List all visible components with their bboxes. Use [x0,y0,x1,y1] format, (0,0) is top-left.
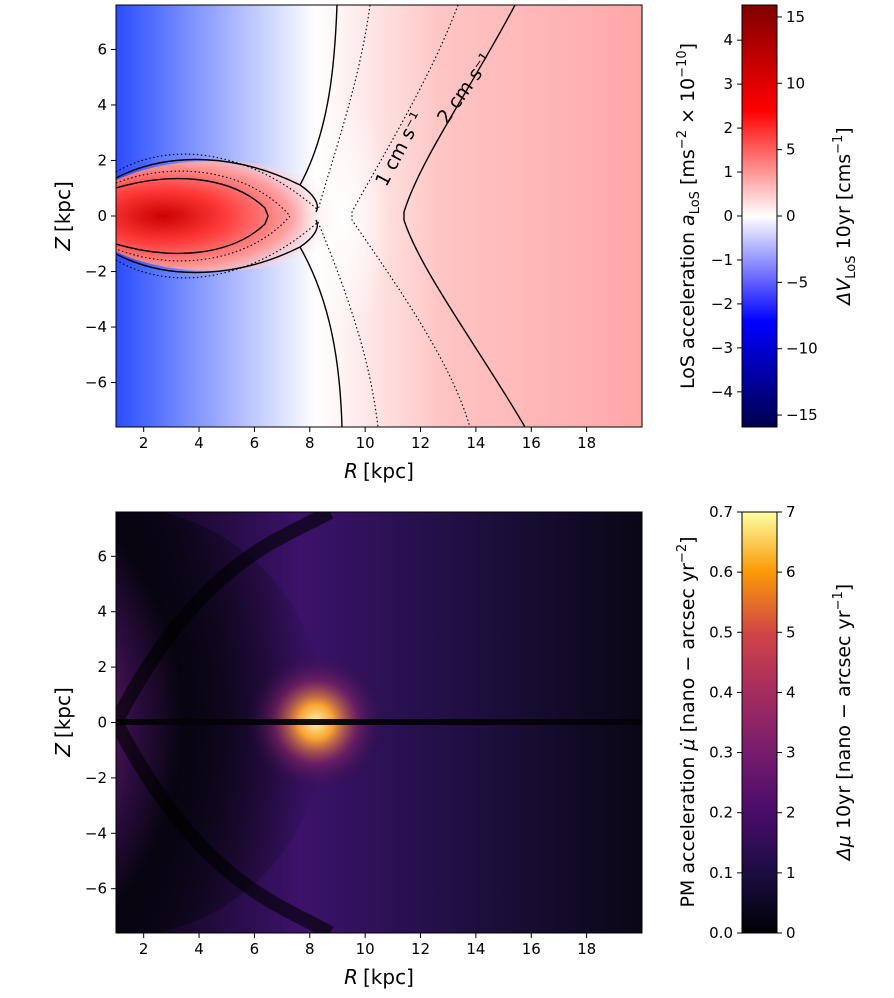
top-y-ticks: −6 −4 −2 0 2 4 6 [85,40,116,392]
cb-right-tick-label: 6 [786,563,796,581]
y-tick-label: −4 [85,824,107,842]
y-tick-label: 2 [97,658,107,676]
top-dotted-contours [116,5,471,427]
bottom-x-ticks: 2 4 6 8 10 12 14 16 18 [139,933,596,958]
x-tick-label: 6 [250,434,260,452]
x-tick-label: 8 [305,940,315,958]
top-ylabel: Z[kpc] [51,181,75,252]
x-tick-label: 18 [577,434,596,452]
x-tick-label: 12 [411,434,430,452]
cb-right-tick-label: 15 [786,8,805,26]
top-xlabel: R [kpc] [344,459,414,483]
x-tick-label: 14 [466,940,485,958]
bottom-colorbar-left-label: PM acceleration μ̇ [nano − arcsec yr−2] [675,536,699,907]
bottom-colorbar-gradient [741,511,778,934]
bottom-colorbar: 0.0 0.1 0.2 0.3 0.4 0.5 0.6 0.7 0 1 2 3 4 5 6 7 PM acc… [675,503,855,942]
top-colorbar-right-ticks: −15 −10 −5 0 5 10 15 [777,8,818,424]
x-tick-label: 16 [522,940,541,958]
cb-left-tick-label: 0.4 [709,683,733,701]
y-tick-label: 0 [97,714,107,732]
x-tick-label: 2 [139,940,149,958]
bottom-colorbar-right-ticks: 0 1 2 3 4 5 6 7 [777,503,796,942]
cb-right-tick-label: 0 [786,924,796,942]
top-heatmap [116,5,642,427]
y-tick-label: −2 [85,769,107,787]
cb-right-tick-label: 1 [786,864,796,882]
bottom-panel: 2 4 6 8 10 12 14 16 18 −6 −4 −2 0 2 4 6 R [kpc] Z[kpc] [51,511,643,989]
cb-left-tick-label: 3 [723,75,733,93]
cb-right-tick-label: −5 [786,273,808,291]
y-tick-label: −6 [85,880,107,898]
cb-right-tick-label: 7 [786,503,796,521]
y-tick-label: −6 [85,374,107,392]
x-tick-label: 10 [356,940,375,958]
cb-left-tick-label: 0.3 [709,744,733,762]
cb-right-tick-label: 3 [786,744,796,762]
bottom-y-ticks: −6 −4 −2 0 2 4 6 [85,547,116,898]
cb-left-tick-label: 0.6 [709,563,733,581]
x-tick-label: 8 [305,434,315,452]
cb-left-tick-label: −3 [711,339,733,357]
bottom-colorbar-left-ticks: 0.0 0.1 0.2 0.3 0.4 0.5 0.6 0.7 [709,503,742,942]
y-tick-label: −4 [85,318,107,336]
top-colorbar-gradient [741,4,778,428]
cb-left-tick-label: −2 [711,295,733,313]
bottom-ylabel: Z[kpc] [51,687,75,758]
top-colorbar-left-ticks: −4 −3 −2 −1 0 1 2 3 4 [711,31,742,401]
cb-left-tick-label: 0.1 [709,864,733,882]
cb-left-tick-label: 4 [723,31,733,49]
cb-left-tick-label: 0.0 [709,924,733,942]
top-x-ticks: 2 4 6 8 10 12 14 16 18 [139,427,596,452]
bottom-heatmap [116,512,642,933]
y-tick-label: 6 [97,547,107,565]
x-tick-label: 4 [194,940,204,958]
cb-right-tick-label: −10 [786,340,818,358]
x-tick-label: 6 [250,940,260,958]
x-tick-label: 12 [411,940,430,958]
cb-left-tick-label: 0.7 [709,503,733,521]
cb-right-tick-label: −15 [786,406,818,424]
cb-left-tick-label: 0 [723,207,733,225]
cb-right-tick-label: 10 [786,74,805,92]
top-colorbar-right-label: ΔVLoS 10yr [cms−1] [831,127,859,306]
cb-right-tick-label: 4 [786,683,796,701]
y-tick-label: 4 [97,603,107,621]
x-tick-label: 14 [466,434,485,452]
cb-right-tick-label: 5 [786,623,796,641]
cb-right-tick-label: 5 [786,141,796,159]
top-panel: 1 cm s⁻¹ 2 cm s⁻¹ 2 4 6 8 10 12 14 16 18 −6−4−20… [51,4,643,483]
cb-left-tick-label: −4 [711,383,733,401]
cb-right-tick-label: 0 [786,207,796,225]
y-tick-label: 0 [97,207,107,225]
y-tick-label: 4 [97,96,107,114]
cb-left-tick-label: 0.5 [709,623,733,641]
bottom-colorbar-right-label: Δμ 10yr [nano − arcsec yr−1] [831,584,855,862]
cb-left-tick-label: −1 [711,251,733,269]
x-tick-label: 16 [522,434,541,452]
cb-left-tick-label: 0.2 [709,804,733,822]
y-tick-label: −2 [85,263,107,281]
bottom-xlabel: R [kpc] [344,965,414,989]
x-tick-label: 2 [139,434,149,452]
top-colorbar-left-label: LoS acceleration aLoS [ms−2 × 10−10] [675,43,703,389]
x-tick-label: 4 [194,434,204,452]
cb-right-tick-label: 2 [786,804,796,822]
top-contours [116,5,526,427]
x-tick-label: 18 [577,940,596,958]
y-tick-label: 6 [97,40,107,58]
cb-left-tick-label: 1 [723,163,733,181]
x-tick-label: 10 [356,434,375,452]
cb-left-tick-label: 2 [723,119,733,137]
y-tick-label: 2 [97,151,107,169]
